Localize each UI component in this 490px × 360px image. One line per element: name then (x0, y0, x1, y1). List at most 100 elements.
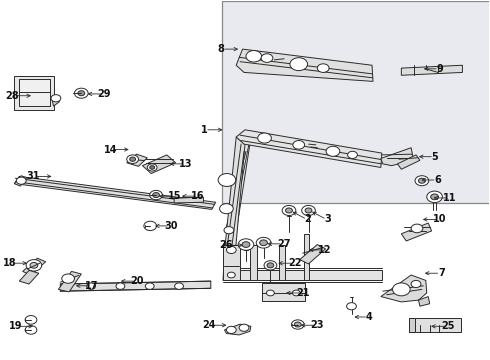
Circle shape (74, 88, 88, 98)
Circle shape (226, 246, 236, 253)
Bar (221, 1, 490, 203)
Text: 23: 23 (310, 320, 323, 330)
Text: 8: 8 (218, 44, 224, 54)
Text: 5: 5 (432, 152, 439, 162)
Text: 16: 16 (191, 191, 205, 201)
Polygon shape (23, 258, 46, 275)
Circle shape (144, 221, 157, 230)
Circle shape (239, 324, 249, 331)
Circle shape (146, 283, 154, 289)
Circle shape (293, 290, 300, 296)
Circle shape (220, 204, 233, 214)
Circle shape (238, 239, 254, 250)
Circle shape (30, 262, 38, 268)
Circle shape (415, 176, 429, 186)
Polygon shape (381, 275, 427, 302)
Text: 20: 20 (130, 276, 144, 286)
Circle shape (153, 193, 159, 198)
Polygon shape (223, 137, 245, 280)
Polygon shape (223, 270, 382, 280)
Text: 31: 31 (26, 171, 40, 181)
Circle shape (116, 283, 125, 289)
Circle shape (224, 226, 234, 234)
Text: 19: 19 (9, 321, 23, 331)
Text: 17: 17 (85, 281, 98, 291)
Circle shape (226, 326, 236, 333)
Circle shape (261, 54, 273, 62)
Text: 13: 13 (179, 159, 193, 169)
Circle shape (147, 164, 157, 171)
Circle shape (256, 237, 271, 248)
Circle shape (318, 64, 329, 72)
Circle shape (62, 274, 74, 283)
Circle shape (346, 303, 356, 310)
Polygon shape (300, 244, 326, 264)
Polygon shape (19, 270, 39, 284)
Circle shape (150, 190, 162, 200)
Circle shape (150, 166, 155, 169)
Circle shape (267, 263, 274, 268)
Text: 18: 18 (2, 258, 16, 268)
Circle shape (264, 261, 277, 270)
Polygon shape (14, 176, 27, 186)
Circle shape (427, 191, 442, 203)
Polygon shape (250, 244, 257, 280)
Polygon shape (279, 244, 285, 280)
Polygon shape (223, 137, 250, 244)
Circle shape (294, 322, 301, 327)
Circle shape (305, 208, 312, 213)
Text: 2: 2 (305, 215, 312, 224)
Polygon shape (127, 154, 147, 166)
Text: 14: 14 (104, 144, 118, 154)
Circle shape (227, 272, 235, 278)
Circle shape (25, 325, 37, 334)
Polygon shape (14, 176, 216, 210)
Circle shape (260, 240, 268, 246)
Text: 10: 10 (433, 215, 446, 224)
Circle shape (347, 151, 357, 158)
Polygon shape (60, 281, 211, 291)
Bar (262, 283, 305, 301)
Text: 27: 27 (277, 239, 291, 249)
Circle shape (282, 206, 296, 216)
Circle shape (242, 242, 250, 247)
Circle shape (326, 146, 340, 156)
Polygon shape (236, 49, 373, 81)
Bar (409, 318, 415, 332)
Circle shape (392, 283, 410, 296)
Polygon shape (381, 148, 414, 166)
Circle shape (293, 140, 305, 149)
Text: 12: 12 (318, 245, 332, 255)
Text: 4: 4 (366, 312, 372, 322)
Polygon shape (224, 324, 251, 335)
Circle shape (130, 157, 136, 161)
Circle shape (25, 316, 37, 324)
Circle shape (78, 91, 85, 96)
Text: 3: 3 (324, 215, 331, 224)
Bar (14, 76, 54, 110)
Text: 22: 22 (288, 258, 301, 268)
Polygon shape (52, 96, 59, 106)
Circle shape (418, 178, 425, 183)
Circle shape (290, 58, 308, 71)
Circle shape (87, 283, 96, 289)
Circle shape (267, 290, 274, 296)
Polygon shape (418, 297, 430, 306)
Circle shape (411, 224, 423, 233)
Polygon shape (143, 155, 175, 174)
Text: 30: 30 (165, 221, 178, 231)
Circle shape (16, 177, 26, 184)
Text: 28: 28 (5, 91, 19, 101)
Circle shape (246, 50, 262, 62)
Text: 7: 7 (438, 268, 445, 278)
Polygon shape (236, 130, 382, 167)
Circle shape (26, 260, 42, 271)
Bar (409, 318, 462, 332)
Circle shape (51, 95, 61, 102)
Bar (19, 79, 49, 106)
Circle shape (127, 155, 139, 163)
Circle shape (286, 208, 293, 213)
Text: 11: 11 (443, 193, 457, 203)
Polygon shape (174, 197, 203, 203)
Polygon shape (401, 65, 463, 75)
